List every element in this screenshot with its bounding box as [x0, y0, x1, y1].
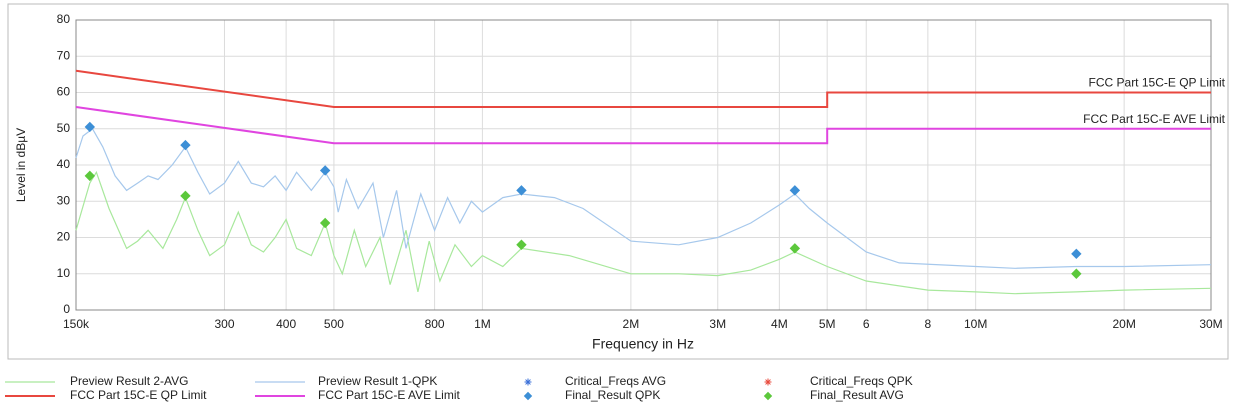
- data-point: [84, 121, 96, 133]
- legend-label: FCC Part 15C-E QP Limit: [70, 388, 207, 402]
- plot-border: [75, 19, 1212, 311]
- legend-label: Final_Result QPK: [565, 388, 660, 402]
- x-tick-label: 6: [863, 317, 870, 331]
- legend-swatch: [764, 378, 772, 386]
- legend-label: Critical_Freqs AVG: [565, 374, 666, 388]
- data-point: [180, 139, 191, 151]
- data-point: [789, 185, 801, 196]
- data-point: [180, 190, 191, 202]
- x-tick-label: 3M: [709, 317, 726, 331]
- legend-swatch: [523, 391, 533, 401]
- data-point: [84, 170, 96, 182]
- x-tick-label: 800: [425, 317, 445, 331]
- series-line: [75, 127, 1212, 269]
- y-tick-label: 50: [57, 121, 71, 135]
- data-point: [319, 165, 331, 176]
- x-tick-label: 500: [324, 317, 344, 331]
- y-tick-label: 30: [57, 193, 71, 207]
- series-line: [75, 69, 1211, 108]
- line-label: FCC Part 15C-E QP Limit: [1089, 76, 1226, 90]
- y-tick-label: 20: [57, 230, 71, 244]
- x-tick-label: 30M: [1199, 317, 1222, 331]
- legend-label: Critical_Freqs QPK: [810, 374, 913, 388]
- x-tick-label: 8: [925, 317, 932, 331]
- y-tick-label: 40: [57, 157, 71, 171]
- legend-swatch: [524, 378, 532, 386]
- x-axis-label: Frequency in Hz: [592, 336, 694, 352]
- legend-label: FCC Part 15C-E AVE Limit: [318, 388, 460, 402]
- y-tick-label: 10: [57, 266, 71, 280]
- legend-swatch: [763, 391, 773, 401]
- data-point: [516, 185, 527, 196]
- legend-label: Preview Result 1-QPK: [318, 374, 437, 388]
- y-tick-label: 60: [57, 85, 71, 99]
- y-tick-label: 80: [57, 12, 71, 26]
- series-line: [75, 170, 1212, 295]
- x-tick-label: 400: [276, 317, 296, 331]
- x-tick-label: 2M: [623, 317, 640, 331]
- legend-label: Preview Result 2-AVG: [70, 374, 188, 388]
- data-point: [789, 243, 801, 254]
- y-tick-label: 0: [63, 302, 70, 316]
- data-point: [1071, 268, 1082, 279]
- x-tick-label: 150k: [63, 317, 90, 331]
- chart-frame: [7, 3, 1229, 360]
- x-tick-label: 20M: [1112, 317, 1135, 331]
- data-point: [319, 217, 331, 229]
- series-line: [75, 106, 1211, 145]
- data-point: [516, 239, 527, 250]
- x-tick-label: 5M: [819, 317, 836, 331]
- x-tick-label: 1M: [474, 317, 491, 331]
- x-tick-label: 300: [214, 317, 234, 331]
- y-tick-label: 70: [57, 48, 71, 62]
- data-point: [1071, 248, 1082, 260]
- y-axis-label: Level in dBµV: [14, 128, 28, 202]
- legend-label: Final_Result AVG: [810, 388, 904, 402]
- x-tick-label: 10M: [964, 317, 987, 331]
- x-tick-label: 4M: [771, 317, 788, 331]
- line-label: FCC Part 15C-E AVE Limit: [1083, 112, 1225, 126]
